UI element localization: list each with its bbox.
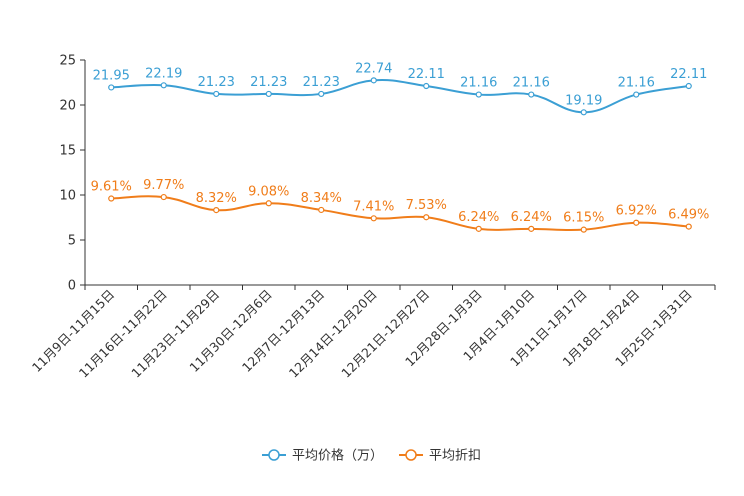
data-label: 6.92% [616,204,657,219]
data-label: 7.53% [406,198,447,213]
series-line [111,79,689,114]
data-label: 19.19 [565,93,602,108]
data-label: 9.61% [91,180,132,195]
series-layer: 21.95 22.19 21.23 21.23 21.23 22.74 22.11 21.16… [91,61,709,233]
data-label: 8.32% [196,191,237,206]
y-tick-label: 0 [68,279,76,294]
data-label: 8.34% [301,191,342,206]
data-label: 21.16 [618,76,655,91]
data-label: 21.16 [513,76,550,91]
legend-marker-icon [405,449,417,461]
data-label: 6.24% [458,210,499,225]
data-label: 6.24% [511,210,552,225]
data-label: 21.95 [93,68,130,83]
data-point[interactable] [580,226,587,233]
data-point[interactable] [213,207,220,214]
data-point[interactable] [475,91,482,98]
data-label: 9.08% [248,184,289,199]
series-1: 21.95 22.19 21.23 21.23 21.23 22.74 22.11 21.16… [93,61,707,116]
legend-item-1[interactable]: 平均价格（万） [262,448,383,464]
data-label: 21.16 [460,76,497,91]
data-point[interactable] [528,91,535,98]
data-label: 22.74 [355,61,392,76]
data-point[interactable] [370,77,377,84]
legend[interactable]: 平均价格（万） 平均折扣 [262,448,481,464]
x-tick-label: 11月23日-11月29日 [128,287,222,381]
data-point[interactable] [108,84,115,91]
data-point[interactable] [160,193,167,201]
data-label: 9.77% [143,178,184,193]
data-point[interactable] [633,91,640,98]
data-point[interactable] [265,200,272,207]
data-point[interactable] [318,206,325,214]
data-label: 21.23 [250,75,287,90]
data-point[interactable] [160,82,167,89]
data-point[interactable] [423,214,430,221]
data-point[interactable] [528,225,535,232]
series-line [111,195,689,232]
data-point[interactable] [213,90,220,98]
data-label: 21.23 [198,75,235,90]
data-label: 21.23 [303,75,340,90]
x-tick-label: 12月14日-12月20日 [286,287,380,381]
data-point[interactable] [685,82,692,90]
data-point[interactable] [633,219,640,226]
y-tick-label: 15 [59,144,76,159]
data-label: 7.41% [353,199,394,214]
series-2: 9.61% 9.77% 8.32% 9.08% 8.34% 7.41% 7.53% 6.24%… [91,178,709,233]
data-point[interactable] [370,215,377,222]
data-point[interactable] [475,225,482,232]
legend-item-2[interactable]: 平均折扣 [399,449,481,464]
legend-marker-icon [268,449,280,461]
y-tick-label: 25 [59,54,76,69]
data-label: 22.11 [670,67,707,82]
x-tick-label: 11月16日-11月22日 [76,287,170,381]
data-point[interactable] [580,109,587,116]
data-label: 6.15% [563,211,604,226]
data-point[interactable] [265,90,272,98]
y-tick-label: 20 [59,99,76,114]
legend-label: 平均折扣 [429,449,481,464]
data-label: 22.11 [408,67,445,82]
data-point[interactable] [108,195,115,202]
data-point[interactable] [318,90,325,98]
data-label: 22.19 [145,66,182,81]
legend-label: 平均价格（万） [292,448,383,464]
data-point[interactable] [685,223,692,230]
data-label: 6.49% [668,208,709,223]
data-point[interactable] [423,82,430,90]
x-tick-label: 12月21日-12月27日 [338,287,432,381]
y-tick-label: 5 [68,234,76,249]
y-tick-label: 10 [59,189,76,204]
